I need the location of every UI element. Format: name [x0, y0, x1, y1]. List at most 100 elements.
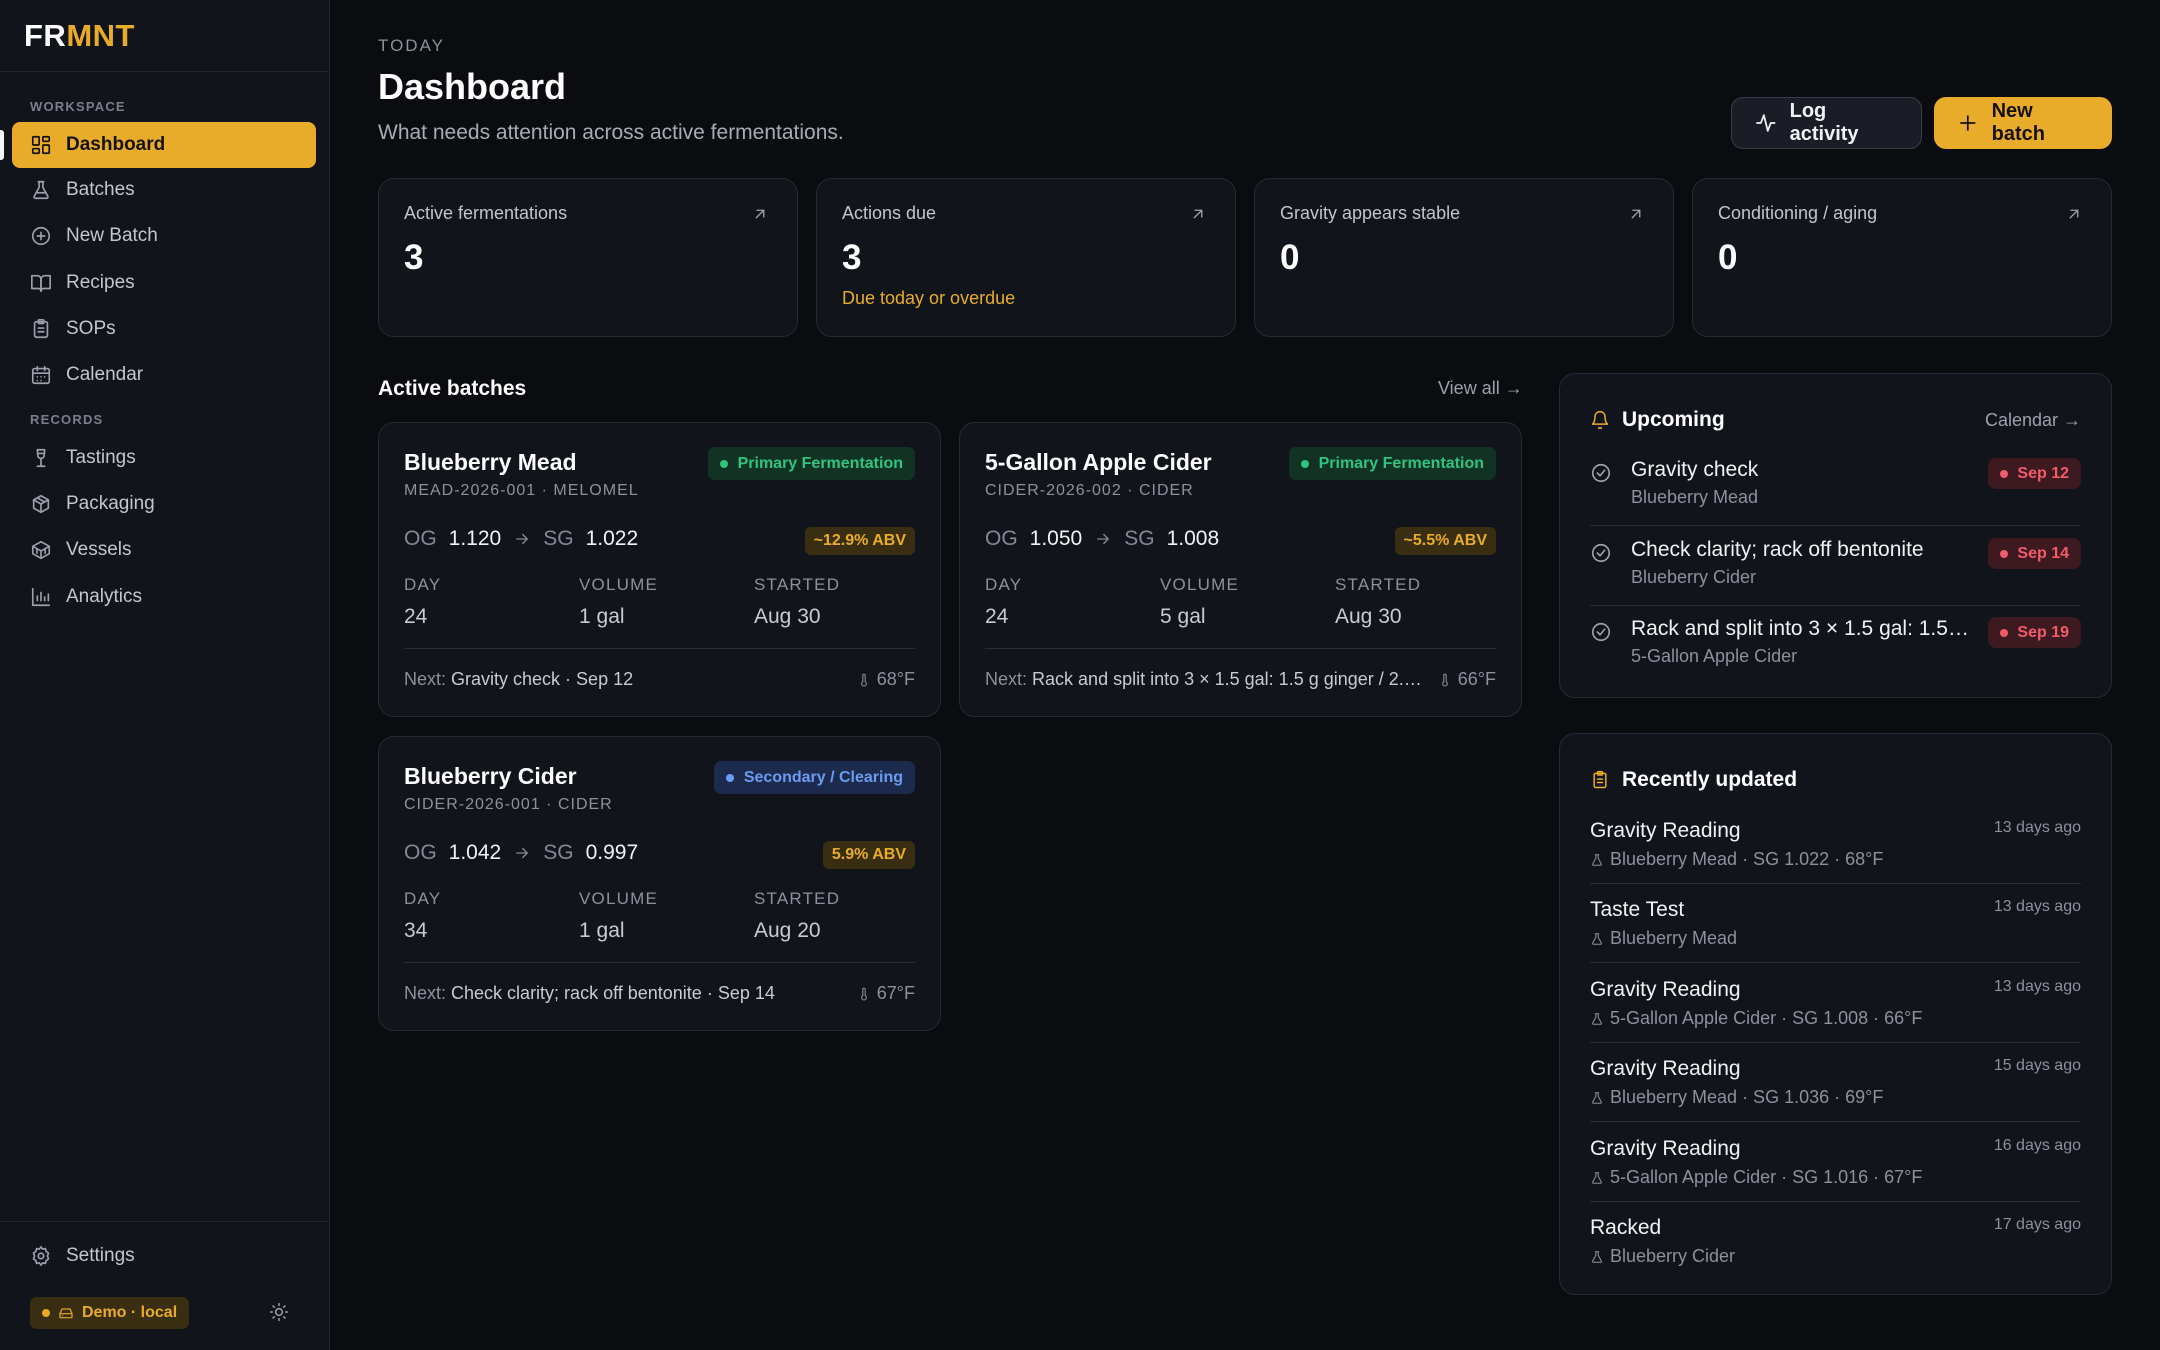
status-dot: [2000, 628, 2009, 637]
stat-card-conditioning[interactable]: Conditioning / aging 0: [1692, 178, 2112, 337]
calendar-icon: [31, 365, 51, 385]
thermometer-icon: [860, 673, 867, 686]
app-logo[interactable]: FR MNT: [0, 0, 329, 72]
stat-card-actions-due[interactable]: Actions due 3 Due today or overdue: [816, 178, 1236, 337]
page-subtitle: What needs attention across active ferme…: [378, 121, 844, 144]
meta-value: Aug 20: [754, 919, 821, 942]
divider: [1590, 962, 2081, 963]
batch-code: CIDER-2026-001 · CIDER: [404, 796, 613, 813]
temperature-value: 66°F: [1457, 669, 1496, 689]
divider: [1590, 1201, 2081, 1202]
nav-packaging[interactable]: Packaging: [12, 481, 316, 527]
recent-item[interactable]: Gravity Reading 5-Gallon Apple Cider · S…: [1590, 1135, 2081, 1215]
stat-card-active-fermentations[interactable]: Active fermentations 3: [378, 178, 798, 337]
clipboard-icon: [33, 319, 49, 339]
check-circle-icon[interactable]: [1590, 621, 1612, 643]
batch-card[interactable]: 5-Gallon Apple Cider CIDER-2026-002 · CI…: [959, 422, 1522, 717]
nav-recipes-label: Recipes: [66, 272, 135, 293]
nav-batches-label: Batches: [66, 179, 135, 200]
recent-item-detail: 5-Gallon Apple Cider · SG 1.008 · 66°F: [1590, 1008, 1922, 1029]
batch-code: MEAD-2026-001 · MELOMEL: [404, 482, 639, 499]
sg-value: 1.008: [1166, 527, 1220, 550]
upcoming-panel: Upcoming Calendar → Gravity check Bluebe…: [1559, 373, 2112, 698]
check-circle-icon[interactable]: [1590, 462, 1612, 484]
sg-value: 0.997: [585, 841, 639, 864]
divider: [1590, 883, 2081, 884]
thermometer-icon: [860, 987, 867, 1000]
upcoming-item[interactable]: Check clarity; rack off bentonite Bluebe…: [1590, 534, 2081, 614]
check-circle-icon[interactable]: [1590, 542, 1612, 564]
recent-detail-text: 5-Gallon Apple Cider · SG 1.016 · 67°F: [1610, 1167, 1923, 1187]
nav-recipes[interactable]: Recipes: [12, 260, 316, 306]
batch-card[interactable]: Blueberry Cider CIDER-2026-001 · CIDER S…: [378, 736, 941, 1031]
stat-value: 3: [404, 238, 424, 277]
stat-value: 3: [842, 238, 862, 277]
upcoming-item[interactable]: Rack and split into 3 × 1.5 gal: 1.5… 5-…: [1590, 613, 2081, 693]
arrow-right-icon: [1097, 533, 1110, 545]
due-date-badge: Sep 14: [1988, 538, 2081, 569]
next-text: Gravity check · Sep 12: [451, 669, 634, 689]
bell-icon: [1591, 410, 1609, 430]
recent-item-time: 17 days ago: [1993, 1216, 2081, 1233]
log-activity-button[interactable]: Log activity: [1731, 97, 1922, 149]
new-batch-label: New batch: [1991, 100, 2045, 145]
upcoming-item[interactable]: Gravity check Blueberry Mead Sep 12: [1590, 454, 2081, 534]
next-label: Next:: [404, 983, 447, 1003]
recent-item[interactable]: Taste Test Blueberry Mead 13 days ago: [1590, 896, 2081, 976]
batch-name: Blueberry Mead: [404, 449, 577, 475]
recent-detail-text: Blueberry Mead: [1610, 928, 1738, 948]
meta-value: 24: [404, 605, 428, 628]
nav-new-batch[interactable]: New Batch: [12, 213, 316, 259]
nav-analytics[interactable]: Analytics: [12, 574, 316, 620]
meta-label: STARTED: [1335, 575, 1422, 594]
abv-badge: ~12.9% ABV: [804, 527, 915, 555]
recent-item-time: 15 days ago: [1993, 1057, 2081, 1074]
recent-item-time: 16 days ago: [1993, 1137, 2081, 1154]
status-badge: Primary Fermentation: [1288, 447, 1496, 480]
nav-batches[interactable]: Batches: [12, 167, 316, 213]
boxes-icon: [31, 540, 51, 560]
divider: [1590, 1121, 2081, 1122]
meta-value: 1 gal: [579, 919, 625, 942]
recent-item[interactable]: Gravity Reading 5-Gallon Apple Cider · S…: [1590, 976, 2081, 1056]
nav-settings[interactable]: Settings: [12, 1233, 316, 1279]
nav-sops[interactable]: SOPs: [12, 306, 316, 352]
og-value: 1.120: [448, 527, 502, 550]
recent-item[interactable]: Gravity Reading Blueberry Mead · SG 1.03…: [1590, 1055, 2081, 1135]
og-label: OG: [985, 527, 1018, 550]
page-eyebrow: TODAY: [378, 36, 445, 55]
og-value: 1.050: [1029, 527, 1083, 550]
recent-item[interactable]: Racked Blueberry Cider 17 days ago: [1590, 1214, 2081, 1294]
nav-dashboard[interactable]: Dashboard: [12, 122, 316, 168]
stat-card-gravity-stable[interactable]: Gravity appears stable 0: [1254, 178, 1674, 337]
status-dot: [2000, 549, 2009, 558]
og-label: OG: [404, 841, 437, 864]
due-date: Sep 12: [2017, 464, 2069, 482]
recent-item[interactable]: Gravity Reading Blueberry Mead · SG 1.02…: [1590, 817, 2081, 897]
nav-calendar[interactable]: Calendar: [12, 352, 316, 398]
clipboard-icon: [1593, 770, 1607, 789]
batch-card[interactable]: Blueberry Mead MEAD-2026-001 · MELOMEL P…: [378, 422, 941, 717]
new-batch-button[interactable]: New batch: [1934, 97, 2112, 149]
sun-icon[interactable]: [269, 1302, 289, 1322]
og-label: OG: [404, 527, 437, 550]
nav-vessels[interactable]: Vessels: [12, 527, 316, 573]
upcoming-header: Upcoming: [1590, 408, 1725, 432]
nav-tastings[interactable]: Tastings: [12, 435, 316, 481]
nav-tastings-label: Tastings: [66, 447, 136, 468]
status-dot: [2000, 469, 2009, 478]
recent-item-title: Gravity Reading: [1590, 1057, 1741, 1080]
view-all-link[interactable]: View all →: [1438, 378, 1523, 398]
gravity-readings: OG 1.120 SG 1.022: [404, 527, 638, 551]
meta-label: STARTED: [754, 575, 841, 594]
meta-value: Aug 30: [1335, 605, 1402, 628]
meta-started: STARTED Aug 30: [754, 575, 840, 629]
calendar-link[interactable]: Calendar →: [1984, 410, 2081, 430]
meta-volume: VOLUME 5 gal: [1160, 575, 1239, 629]
recent-item-detail: Blueberry Mead: [1590, 928, 1737, 949]
recent-detail-text: 5-Gallon Apple Cider · SG 1.008 · 66°F: [1610, 1008, 1923, 1028]
temperature: 68°F: [857, 669, 915, 690]
meta-label: VOLUME: [1160, 575, 1239, 594]
sidebar-divider: [0, 1221, 330, 1222]
nav-packaging-label: Packaging: [66, 493, 155, 514]
